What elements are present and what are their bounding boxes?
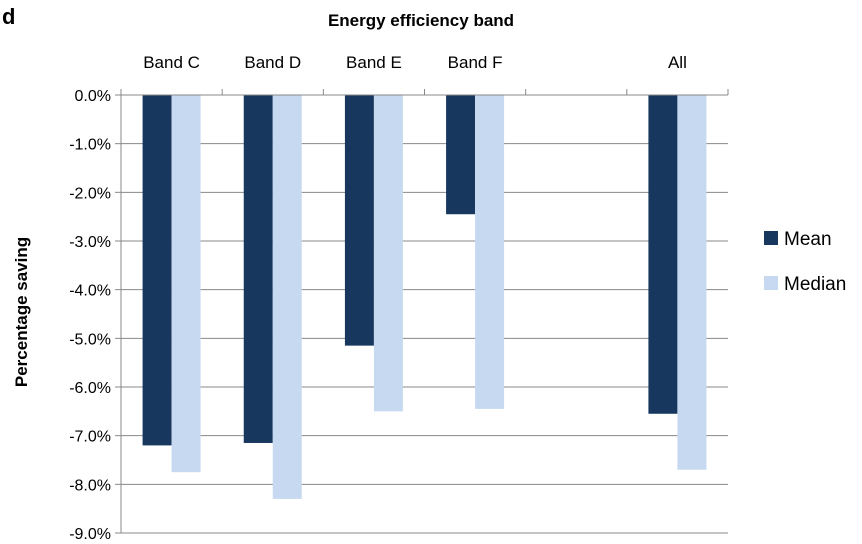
axes	[120, 89, 729, 533]
bar-mean	[243, 95, 273, 443]
y-tick-label: -2.0%	[69, 185, 111, 202]
y-tick-label: -7.0%	[69, 429, 111, 446]
legend-label-mean: Mean	[784, 229, 832, 250]
panel-label: d	[2, 4, 15, 29]
bar-median	[373, 95, 403, 412]
bar-mean	[446, 95, 476, 215]
gridlines	[115, 94, 728, 534]
category-label: Band D	[244, 53, 301, 72]
category-label: Band C	[143, 53, 200, 72]
y-tick-labels: 0.0% -1.0% -2.0% -3.0% -4.0% -5.0% -6.0% -7.0% -…	[69, 88, 111, 543]
legend-swatch-mean	[764, 231, 778, 245]
category-label: Band E	[346, 53, 402, 72]
chart-title: Energy efficiency band	[328, 11, 514, 30]
bar-median	[272, 95, 302, 499]
legend-swatch-median	[764, 276, 778, 290]
y-tick-label: -9.0%	[69, 526, 111, 543]
y-tick-label: -5.0%	[69, 331, 111, 348]
bar-mean	[344, 95, 374, 346]
y-tick-label: 0.0%	[75, 88, 111, 105]
y-tick-label: -1.0%	[69, 137, 111, 154]
bar-median	[677, 95, 707, 470]
category-labels: Band C Band D Band E Band F All	[143, 53, 687, 72]
bars	[142, 95, 707, 499]
category-label: All	[668, 53, 687, 72]
bar-mean	[648, 95, 678, 414]
y-tick-label: -3.0%	[69, 234, 111, 251]
legend-label-median: Median	[784, 274, 846, 295]
legend: Mean Median	[764, 229, 846, 295]
category-label: Band F	[448, 53, 503, 72]
y-tick-label: -8.0%	[69, 477, 111, 494]
bar-median	[475, 95, 505, 409]
y-tick-label: -4.0%	[69, 283, 111, 300]
y-axis-label: Percentage saving	[12, 237, 31, 387]
bar-mean	[142, 95, 172, 446]
bar-median	[171, 95, 201, 473]
y-tick-label: -6.0%	[69, 380, 111, 397]
